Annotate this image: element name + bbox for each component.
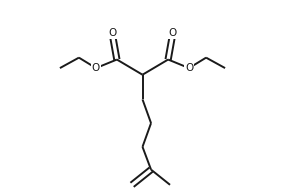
Text: O: O bbox=[185, 63, 193, 73]
Text: O: O bbox=[108, 28, 116, 38]
Text: O: O bbox=[169, 28, 177, 38]
Text: O: O bbox=[92, 63, 100, 73]
